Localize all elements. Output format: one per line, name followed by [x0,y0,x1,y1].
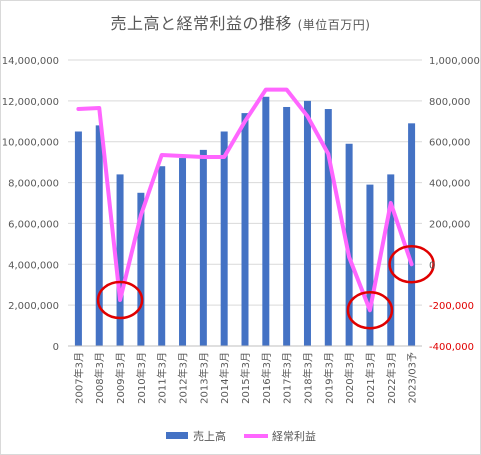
line-point [76,107,80,111]
bar [74,131,82,346]
highlight-circle [388,245,435,284]
highlight-circle [96,280,144,320]
line-point [97,106,101,110]
x-tick-label: 2015年3月 [239,352,252,404]
line-point [285,88,289,92]
x-tick-label: 2009年3月 [114,352,127,404]
bar-series [74,96,416,347]
bar [137,192,145,346]
bar [324,109,332,347]
legend-bar-swatch [166,432,188,439]
bar [408,123,416,346]
line-point [410,262,414,266]
line-point [222,155,226,159]
x-tick-label: 2008年3月 [93,352,106,404]
chart-title-text: 売上高と経常利益の推移 [110,14,293,33]
x-tick-label: 2011年3月 [156,352,169,404]
left-tick-label: 8,000,000 [8,179,59,190]
bar [95,125,103,346]
bar [116,174,124,346]
line-point [264,88,268,92]
right-tick-label: 400,000 [429,179,470,190]
line-point [389,201,393,205]
x-tick-label: 2017年3月 [281,352,294,404]
left-tick-label: 4,000,000 [8,260,59,271]
line-point [139,213,143,217]
left-axis: 0 2,000,000 4,000,000 6,000,000 8,000,000 10,… [2,56,59,353]
legend: 売上高 経常利益 [166,429,316,443]
highlight-circle [346,291,394,330]
x-tick-label: 2007年3月 [72,352,85,404]
left-tick-label: 0 [53,342,59,353]
line-point [243,119,247,123]
bar [199,149,207,346]
x-tick-label: 2018年3月 [301,352,314,404]
line-point [118,298,122,302]
x-axis: 2007年3月 2008年3月 2009年3月 2010年3月 2011年3月 2012年… [68,345,422,404]
right-tick-label: 800,000 [429,97,470,108]
x-tick-label: 2021年3月 [364,352,377,404]
bar [262,96,270,347]
line-point [326,152,330,156]
bar [303,100,311,346]
right-tick-label: 200,000 [429,219,470,230]
line-point [201,155,205,159]
highlight-circles [96,245,435,330]
bar [283,106,291,346]
left-tick-label: 12,000,000 [2,97,59,108]
line-point [368,308,372,312]
x-tick-label: 2022年3月 [385,352,398,404]
chart-title: 売上高と経常利益の推移 (単位百万円) [0,10,481,34]
legend-bar-label: 売上高 [193,429,226,443]
line-point [160,153,164,157]
x-tick-label: 2010年3月 [135,352,148,404]
bar [220,131,228,346]
x-tick-label: 2016年3月 [260,352,273,404]
right-tick-label: -200,000 [429,301,474,312]
bar [345,143,353,346]
line-series [76,87,414,313]
right-tick-label: -400,000 [429,342,474,353]
chart-title-unit: (単位百万円) [297,18,371,32]
x-tick-label: 2023/03予 [407,352,419,404]
bar [366,184,374,346]
legend-line-label: 経常利益 [272,429,316,443]
x-tick-label: 2019年3月 [322,352,335,404]
left-tick-label: 2,000,000 [8,301,59,312]
right-tick-label: 0 [429,260,435,271]
right-axis: -400,000 -200,000 0 200,000 400,000 600,000 80… [429,56,480,353]
left-tick-label: 6,000,000 [8,219,59,230]
line-point [181,154,185,158]
bar [179,158,187,346]
x-tick-label: 2020年3月 [343,352,356,404]
right-tick-label: 600,000 [429,138,470,149]
bar [158,166,166,346]
right-tick-label: 1,000,000 [429,56,480,67]
x-tick-label: 2013年3月 [197,352,210,404]
bar [241,113,249,346]
x-tick-label: 2014年3月 [218,352,231,404]
left-tick-label: 14,000,000 [2,56,59,67]
left-tick-label: 10,000,000 [2,138,59,149]
line-point [305,114,309,118]
line-point [347,255,351,259]
x-tick-label: 2012年3月 [177,352,190,404]
